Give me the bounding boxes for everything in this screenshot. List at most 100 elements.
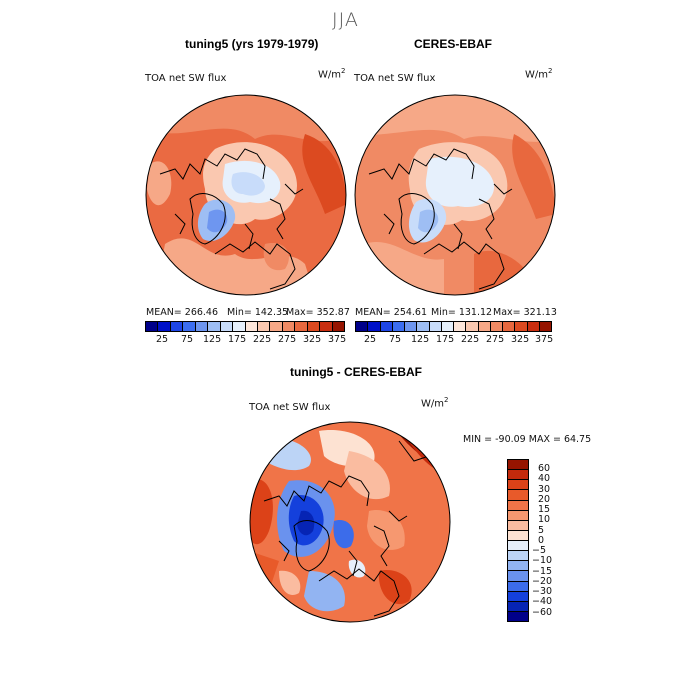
colorbar-swatch	[508, 470, 528, 481]
colorbar-swatch	[146, 322, 159, 331]
left-min-stat: Min= 142.35	[227, 307, 289, 318]
colorbar-tick-label: 125	[411, 334, 430, 345]
right-polar-map	[354, 94, 556, 296]
colorbar-tick-label: 125	[203, 334, 222, 345]
right-field-label: TOA net SW flux	[354, 73, 436, 84]
colorbar-swatch	[429, 322, 442, 331]
colorbar-swatch	[320, 322, 333, 331]
colorbar-swatch	[527, 322, 540, 331]
colorbar-swatch	[220, 322, 234, 331]
colorbar-swatch	[208, 322, 221, 331]
colorbar-swatch	[508, 581, 528, 592]
colorbar-tick-label: 30	[538, 484, 551, 495]
colorbar-swatch	[368, 322, 381, 331]
colorbar-swatch	[508, 460, 528, 471]
left-mean-stat: MEAN= 266.46	[146, 307, 219, 318]
colorbar-tick-label: 75	[181, 334, 194, 345]
colorbar-swatch	[183, 322, 196, 331]
colorbar-tick-label: −10	[532, 555, 553, 566]
colorbar-tick-label: −15	[532, 566, 553, 577]
colorbar-swatch	[441, 322, 454, 331]
colorbar-swatch	[508, 541, 528, 552]
colorbar-swatch	[454, 322, 467, 331]
colorbar-tick-label: −40	[532, 596, 553, 607]
left-colorbar	[145, 321, 345, 332]
colorbar-tick-label: 225	[461, 334, 480, 345]
colorbar-tick-label: −60	[532, 607, 553, 618]
colorbar-swatch	[508, 591, 528, 602]
colorbar-tick-label: 175	[228, 334, 247, 345]
colorbar-swatch	[508, 601, 528, 612]
diff-units-label: W/m2	[421, 396, 449, 410]
colorbar-swatch	[508, 510, 528, 521]
colorbar-tick-label: 60	[538, 463, 551, 474]
colorbar-swatch	[508, 490, 528, 501]
right-colorbar	[355, 321, 552, 332]
colorbar-swatch	[508, 571, 528, 582]
colorbar-swatch	[170, 322, 184, 331]
diff-field-label: TOA net SW flux	[249, 402, 331, 413]
colorbar-swatch	[508, 611, 528, 621]
colorbar-tick-label: −5	[532, 545, 547, 556]
colorbar-swatch	[233, 322, 246, 331]
colorbar-swatch	[392, 322, 405, 331]
colorbar-swatch	[508, 500, 528, 511]
left-polar-map	[145, 94, 347, 296]
colorbar-swatch	[245, 322, 258, 331]
right-mean-stat: MEAN= 254.61	[355, 307, 428, 318]
colorbar-tick-label: 225	[253, 334, 272, 345]
colorbar-tick-label: 25	[156, 334, 169, 345]
colorbar-swatch	[508, 520, 528, 531]
colorbar-tick-label: 0	[538, 535, 545, 546]
diff-polar-map	[249, 421, 451, 623]
colorbar-swatch	[380, 322, 393, 331]
colorbar-tick-label: 375	[328, 334, 347, 345]
right-min-stat: Min= 131.12	[431, 307, 493, 318]
colorbar-tick-label: 10	[538, 514, 551, 525]
colorbar-tick-label: 15	[538, 504, 551, 515]
colorbar-swatch	[508, 561, 528, 572]
colorbar-tick-label: 275	[278, 334, 297, 345]
colorbar-tick-label: 20	[538, 494, 551, 505]
right-colorbar-labels: 25 75 125 175 225 275 325 375	[355, 334, 554, 348]
colorbar-swatch	[508, 551, 528, 562]
colorbar-swatch	[466, 322, 479, 331]
colorbar-swatch	[295, 322, 308, 331]
left-panel-heading: tuning5 (yrs 1979-1979)	[185, 37, 319, 51]
diff-colorbar	[507, 459, 529, 622]
diff-panel-heading: tuning5 - CERES-EBAF	[290, 365, 422, 379]
left-colorbar-labels: 25 75 125 175 225 275 325 375	[145, 334, 347, 348]
colorbar-swatch	[515, 322, 528, 331]
right-panel-heading: CERES-EBAF	[414, 37, 493, 51]
left-field-label: TOA net SW flux	[145, 73, 227, 84]
colorbar-swatch	[158, 322, 171, 331]
colorbar-tick-label: −30	[532, 586, 553, 597]
colorbar-swatch	[307, 322, 321, 331]
colorbar-tick-label: 325	[511, 334, 530, 345]
colorbar-swatch	[195, 322, 209, 331]
colorbar-tick-label: 375	[535, 334, 554, 345]
left-units-label: W/m2	[318, 67, 346, 81]
colorbar-swatch	[503, 322, 516, 331]
colorbar-swatch	[356, 322, 369, 331]
colorbar-swatch	[270, 322, 283, 331]
colorbar-swatch	[282, 322, 296, 331]
right-max-stat: Max= 321.13	[493, 307, 557, 318]
colorbar-tick-label: 5	[538, 525, 545, 536]
diff-colorbar-labels: 60 40 30 20 15 10 5 0 −5 −10 −15 −20 −30…	[532, 459, 574, 622]
colorbar-tick-label: 175	[436, 334, 455, 345]
colorbar-tick-label: 275	[486, 334, 505, 345]
figure-title: JJA	[332, 9, 359, 31]
colorbar-swatch	[332, 322, 344, 331]
colorbar-tick-label: 75	[389, 334, 402, 345]
colorbar-swatch	[539, 322, 551, 331]
colorbar-swatch	[508, 480, 528, 491]
colorbar-swatch	[508, 530, 528, 541]
colorbar-swatch	[405, 322, 418, 331]
colorbar-tick-label: 25	[364, 334, 377, 345]
colorbar-tick-label: 40	[538, 473, 551, 484]
right-units-label: W/m2	[525, 67, 553, 81]
colorbar-tick-label: 325	[303, 334, 322, 345]
colorbar-swatch	[257, 322, 271, 331]
colorbar-tick-label: −20	[532, 576, 553, 587]
